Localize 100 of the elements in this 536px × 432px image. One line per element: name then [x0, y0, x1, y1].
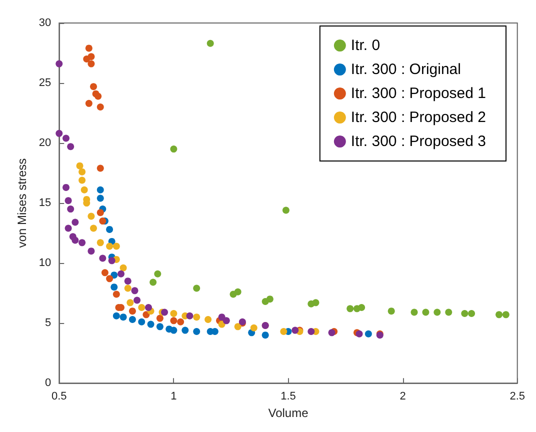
point	[85, 100, 92, 107]
point	[88, 60, 95, 68]
legend-label: Itr. 300 : Proposed 2	[350, 109, 486, 126]
point	[126, 299, 134, 306]
point	[124, 284, 132, 292]
point	[110, 272, 118, 279]
point	[76, 162, 84, 170]
point	[94, 92, 102, 100]
point	[156, 323, 164, 330]
y-tick-label: 25	[38, 77, 52, 90]
point	[101, 269, 108, 276]
point	[90, 224, 97, 232]
point	[78, 176, 86, 184]
point	[142, 311, 150, 318]
point	[67, 143, 74, 150]
point	[80, 186, 88, 194]
point	[222, 317, 230, 324]
point	[234, 323, 242, 330]
point	[206, 40, 214, 47]
point	[96, 104, 104, 111]
point	[422, 308, 430, 316]
point	[88, 53, 95, 60]
point	[292, 326, 299, 334]
point	[78, 168, 86, 176]
point	[170, 326, 178, 334]
x-tick-label: 2.5	[510, 390, 526, 403]
point	[108, 257, 116, 264]
point	[170, 317, 178, 324]
point	[410, 308, 418, 316]
point	[64, 197, 72, 204]
point	[170, 146, 178, 153]
point	[156, 314, 164, 322]
point	[110, 284, 118, 291]
point	[502, 311, 510, 318]
point	[346, 305, 354, 312]
x-tick-label: 1.5	[280, 390, 296, 403]
point	[262, 332, 269, 339]
point	[128, 308, 136, 315]
point	[250, 324, 258, 332]
point	[177, 318, 184, 326]
point	[312, 299, 320, 306]
point	[328, 329, 336, 336]
point	[96, 209, 104, 216]
point	[170, 310, 178, 317]
point	[182, 326, 189, 334]
point	[96, 239, 104, 246]
legend-label: Itr. 300 : Proposed 1	[350, 85, 486, 102]
x-tick-label: 0.5	[51, 390, 67, 403]
point	[496, 311, 503, 318]
point	[138, 318, 146, 326]
point	[134, 296, 141, 304]
point	[161, 308, 168, 316]
point	[218, 314, 226, 321]
y-tick-label: 30	[38, 17, 52, 29]
y-tick-label: 15	[38, 197, 52, 210]
point	[85, 44, 92, 52]
point	[106, 226, 114, 233]
y-tick-label: 10	[38, 257, 52, 270]
point	[308, 328, 315, 335]
point	[280, 328, 288, 335]
point	[72, 236, 79, 244]
point	[193, 314, 200, 321]
point	[96, 194, 104, 202]
legend-label: Itr. 300 : Proposed 3	[350, 133, 486, 150]
point	[434, 308, 441, 316]
point	[56, 60, 63, 68]
y-tick-label: 5	[45, 317, 52, 330]
point	[266, 296, 274, 303]
y-tick-label: 20	[38, 137, 52, 150]
point	[90, 83, 97, 90]
point	[358, 304, 366, 311]
point	[186, 312, 194, 320]
point	[112, 242, 120, 250]
point	[282, 206, 290, 214]
point	[120, 264, 127, 272]
point	[64, 224, 72, 232]
x-tick-label: 2	[400, 390, 406, 403]
x-tick-label: 1	[170, 390, 177, 403]
point	[193, 328, 200, 335]
point	[144, 304, 152, 311]
point	[106, 242, 114, 250]
point	[364, 330, 372, 338]
point	[106, 275, 114, 282]
point	[56, 130, 63, 137]
point	[118, 270, 124, 278]
legend-label: Itr. 0	[350, 37, 380, 54]
x-axis-title: Volume	[268, 406, 309, 420]
point	[131, 287, 138, 294]
point	[388, 308, 395, 315]
point	[62, 184, 70, 191]
point	[445, 308, 452, 316]
point	[78, 239, 86, 246]
point	[154, 270, 162, 278]
point	[88, 248, 95, 255]
point	[124, 278, 132, 285]
point	[88, 212, 95, 220]
point	[150, 278, 157, 286]
legend-label: Itr. 300 : Original	[350, 61, 461, 78]
point	[72, 218, 79, 226]
point	[120, 314, 127, 321]
